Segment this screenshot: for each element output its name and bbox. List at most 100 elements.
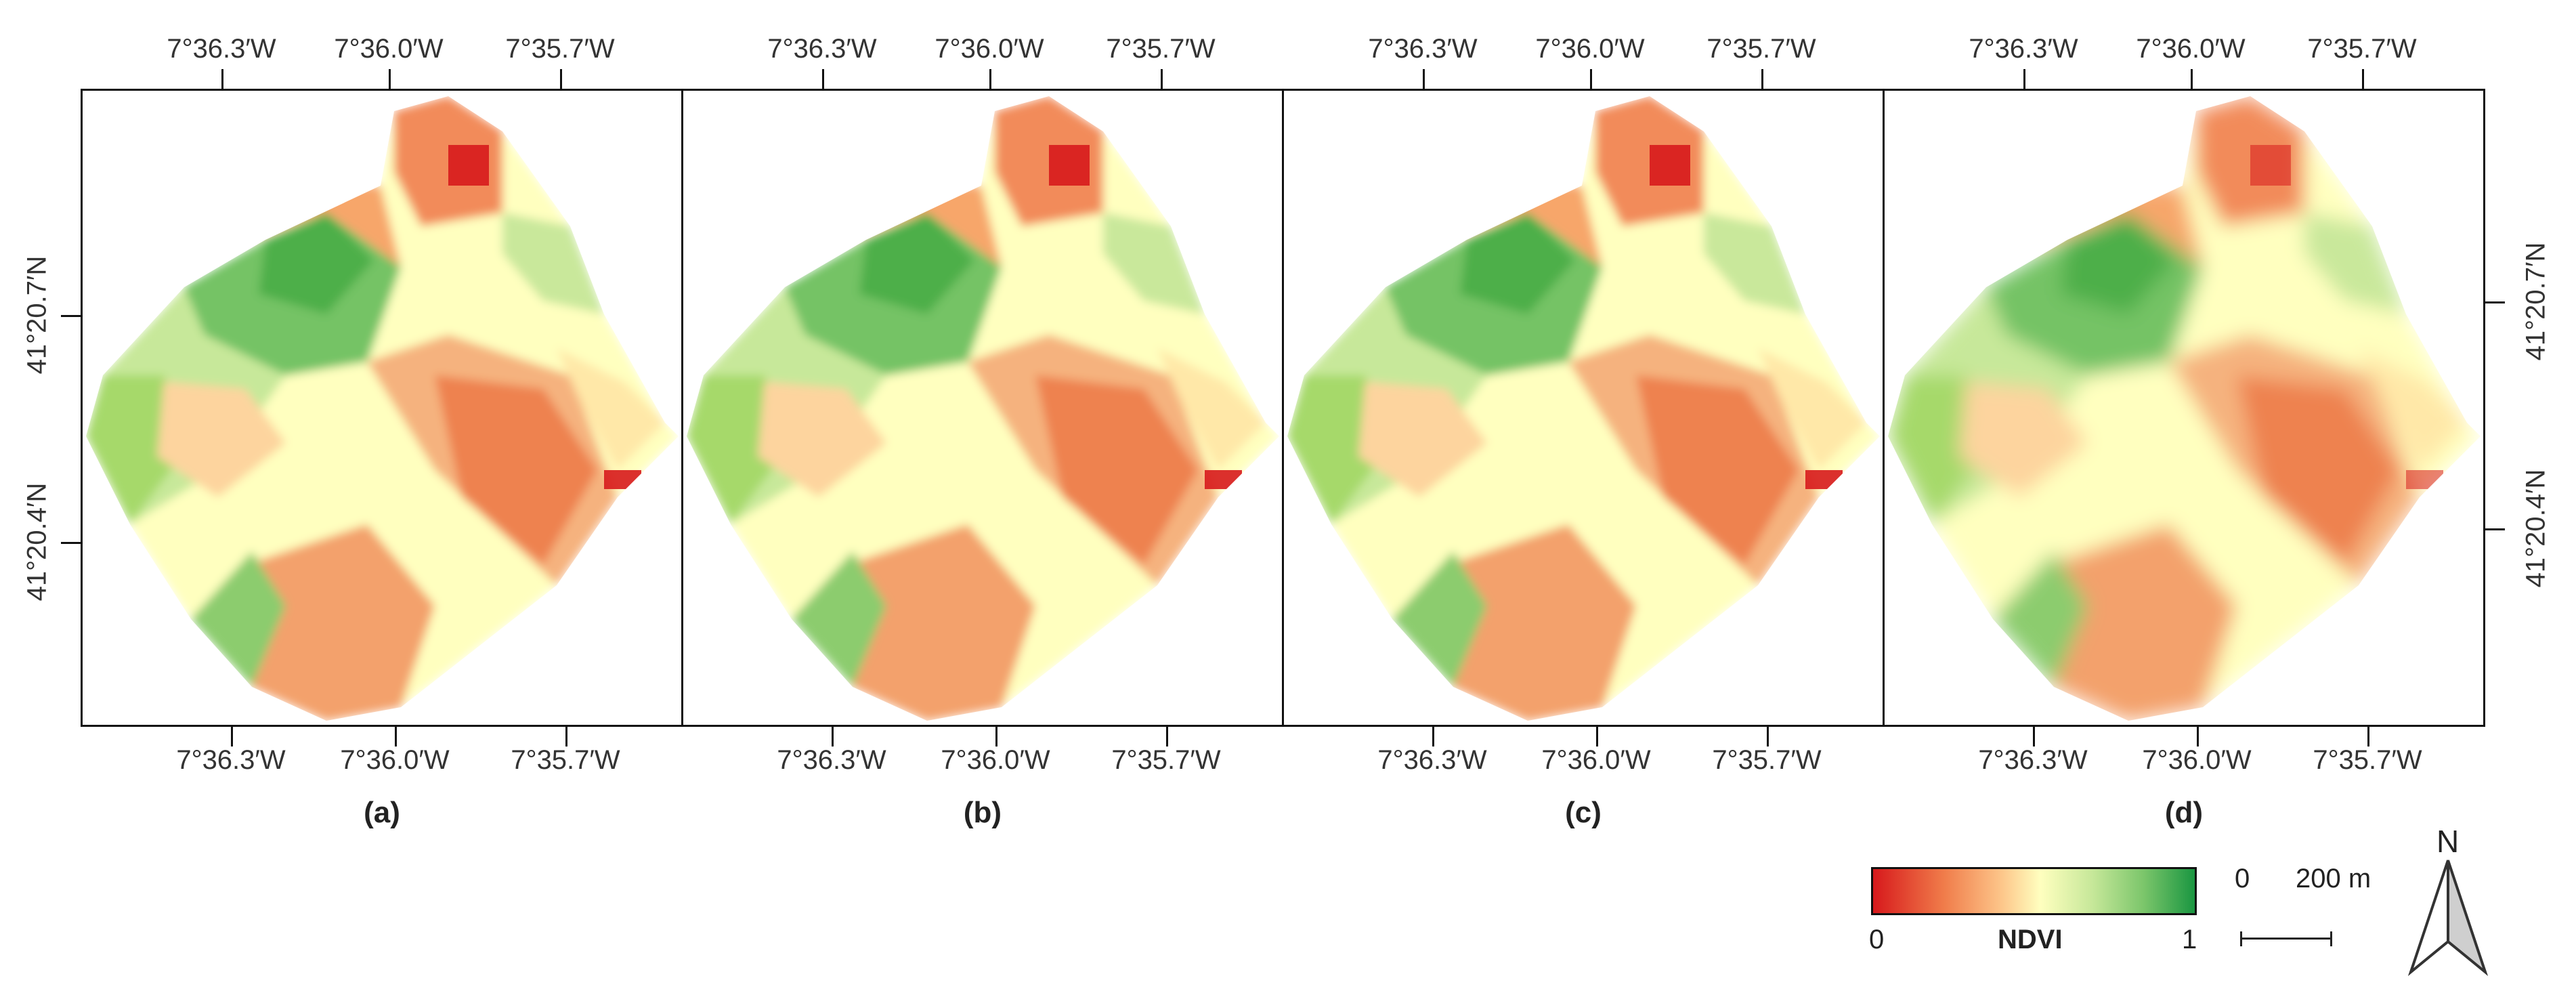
map-panel-a [81,89,683,727]
top-tick [2362,69,2364,89]
top-tick-label: 7°36.0′W [1535,34,1645,64]
bottom-tick [1767,727,1769,746]
ndvi-zone [1993,551,2088,687]
top-tick-label: 7°35.7′W [1706,34,1816,64]
bare-soil-patch [1205,470,1242,489]
map-panel-d [1883,89,2485,727]
ndvi-zone [2047,524,2237,721]
left-tick [61,542,81,544]
bottom-tick [565,727,567,746]
top-tick [1761,69,1763,89]
bottom-tick-label: 7°35.7′W [1111,745,1221,775]
ndvi-zone [557,348,665,470]
ndvi-zone [792,551,886,687]
ndvi-zone [2304,213,2406,314]
ndvi-zone [1636,375,1799,565]
ndvi-zone [1959,382,2088,497]
right-tick [2485,528,2505,530]
right-tick [2485,301,2505,303]
ndvi-zone [2061,213,2176,314]
ndvi-zone [1460,213,1575,314]
bottom-tick [1596,727,1598,746]
bottom-tick [1166,727,1168,746]
legend-title: NDVI [1998,925,2063,954]
ndvi-zone [259,213,374,314]
ndvi-zone [1758,348,1866,470]
map-panel-b [681,89,1284,727]
top-tick [560,69,562,89]
bare-soil-patch [448,145,489,186]
bottom-tick-label: 7°36.3′W [1978,745,2088,775]
ndvi-zone [1446,524,1636,721]
bottom-tick [2033,727,2035,746]
bare-soil-patch [604,470,641,489]
bottom-tick [1432,727,1434,746]
bottom-tick [832,727,834,746]
ndvi-map-b [687,96,1279,721]
top-tick [822,69,824,89]
left-tick-label: 41°20.4′N [22,482,52,602]
bottom-tick [2197,727,2199,746]
ndvi-zone [2359,348,2467,470]
right-tick-label: 41°20.4′N [2520,469,2551,588]
ndvi-zone [502,213,604,314]
bare-soil-patch [2250,145,2291,186]
bottom-tick-label: 7°35.7′W [1712,745,1822,775]
bottom-tick-label: 7°36.0′W [1541,745,1651,775]
ndvi-zone [846,524,1035,721]
ndvi-zone [191,551,286,687]
bottom-tick-label: 7°35.7′W [2313,745,2422,775]
bottom-tick-label: 7°36.0′W [941,745,1050,775]
ndvi-zone [435,375,597,565]
ndvi-zone [1358,382,1487,497]
top-tick [2023,69,2025,89]
ndvi-zone [1704,213,1805,314]
ndvi-zone [758,382,886,497]
ndvi-zone [1035,375,1198,565]
bottom-tick-label: 7°35.7′W [511,745,620,775]
ndvi-zone [859,213,974,314]
ndvi-colorbar [1871,867,2197,915]
bottom-tick-label: 7°36.0′W [340,745,450,775]
top-tick [1161,69,1163,89]
ndvi-zone [1103,213,1205,314]
top-tick-label: 7°36.0′W [935,34,1044,64]
bottom-tick [995,727,997,746]
top-tick-label: 7°35.7′W [505,34,615,64]
legend-max-label: 1 [2182,925,2197,954]
bottom-tick-label: 7°36.0′W [2142,745,2252,775]
scalebar [2240,931,2332,946]
ndvi-zone [1392,551,1487,687]
top-tick-label: 7°36.3′W [767,34,877,64]
ndvi-zone [245,524,435,721]
north-label: N [2437,824,2460,859]
panel-label-a: (a) [364,796,400,829]
legend-min-label: 0 [1869,925,1885,954]
bottom-tick [231,727,233,746]
right-tick-label: 41°20.7′N [2520,242,2551,361]
scalebar-length-label: 200 m [2296,864,2371,893]
bottom-tick [395,727,397,746]
bottom-tick-label: 7°36.3′W [1377,745,1487,775]
top-tick [221,69,223,89]
ndvi-map-c [1287,96,1880,721]
top-tick [989,69,991,89]
top-tick-label: 7°35.7′W [1106,34,1216,64]
top-tick-label: 7°36.0′W [334,34,444,64]
bare-soil-patch [1049,145,1090,186]
left-tick-label: 41°20.7′N [22,255,52,375]
top-tick [2191,69,2193,89]
bottom-tick [2367,727,2369,746]
bare-soil-patch [2406,470,2443,489]
map-panel-c [1282,89,1885,727]
bare-soil-patch [1805,470,1843,489]
bottom-tick-label: 7°36.3′W [176,745,286,775]
ndvi-zone [1157,348,1266,470]
scalebar-zero-label: 0 [2235,864,2250,893]
panel-label-c: (c) [1565,796,1602,829]
bare-soil-patch [1650,145,1690,186]
top-tick-label: 7°36.0′W [2136,34,2246,64]
panel-label-b: (b) [963,796,1002,829]
panel-label-d: (d) [2164,796,2204,829]
top-tick [389,69,391,89]
